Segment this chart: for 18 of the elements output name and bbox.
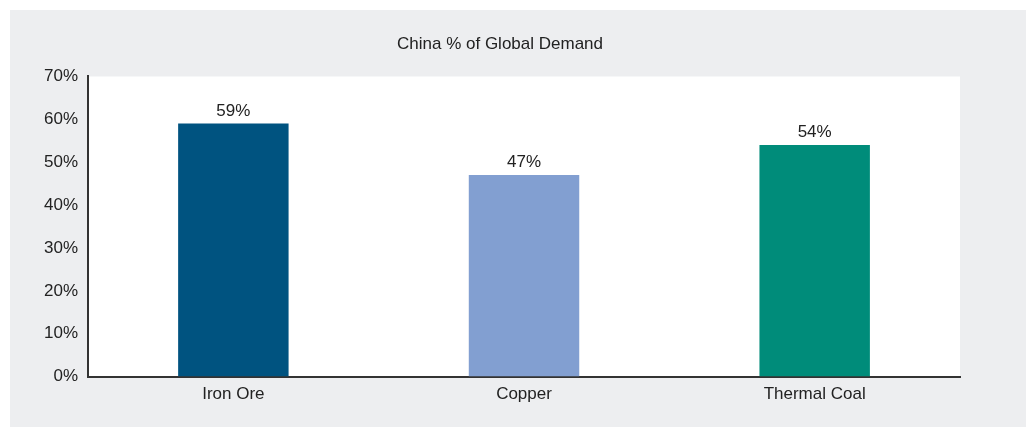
y-tick-label: 40%: [43, 194, 79, 214]
y-tick-label: 20%: [43, 280, 79, 300]
y-tick-label: 50%: [43, 151, 79, 171]
y-tick-label: 70%: [43, 66, 79, 86]
bar: [178, 123, 289, 377]
y-tick-label: 60%: [43, 108, 79, 128]
x-tick-label: Copper: [496, 384, 553, 404]
chart-title: China % of Global Demand: [396, 33, 604, 53]
data-label: 54%: [797, 122, 832, 142]
y-tick-label: 30%: [43, 237, 79, 257]
data-label: 47%: [507, 152, 542, 172]
x-tick-label: Thermal Coal: [763, 384, 866, 404]
x-tick-label: Iron Ore: [202, 384, 265, 404]
y-tick-label: 10%: [43, 323, 79, 343]
data-label: 59%: [216, 100, 251, 120]
bar: [759, 145, 870, 377]
y-tick-label: 0%: [53, 366, 79, 386]
bar: [468, 175, 580, 377]
